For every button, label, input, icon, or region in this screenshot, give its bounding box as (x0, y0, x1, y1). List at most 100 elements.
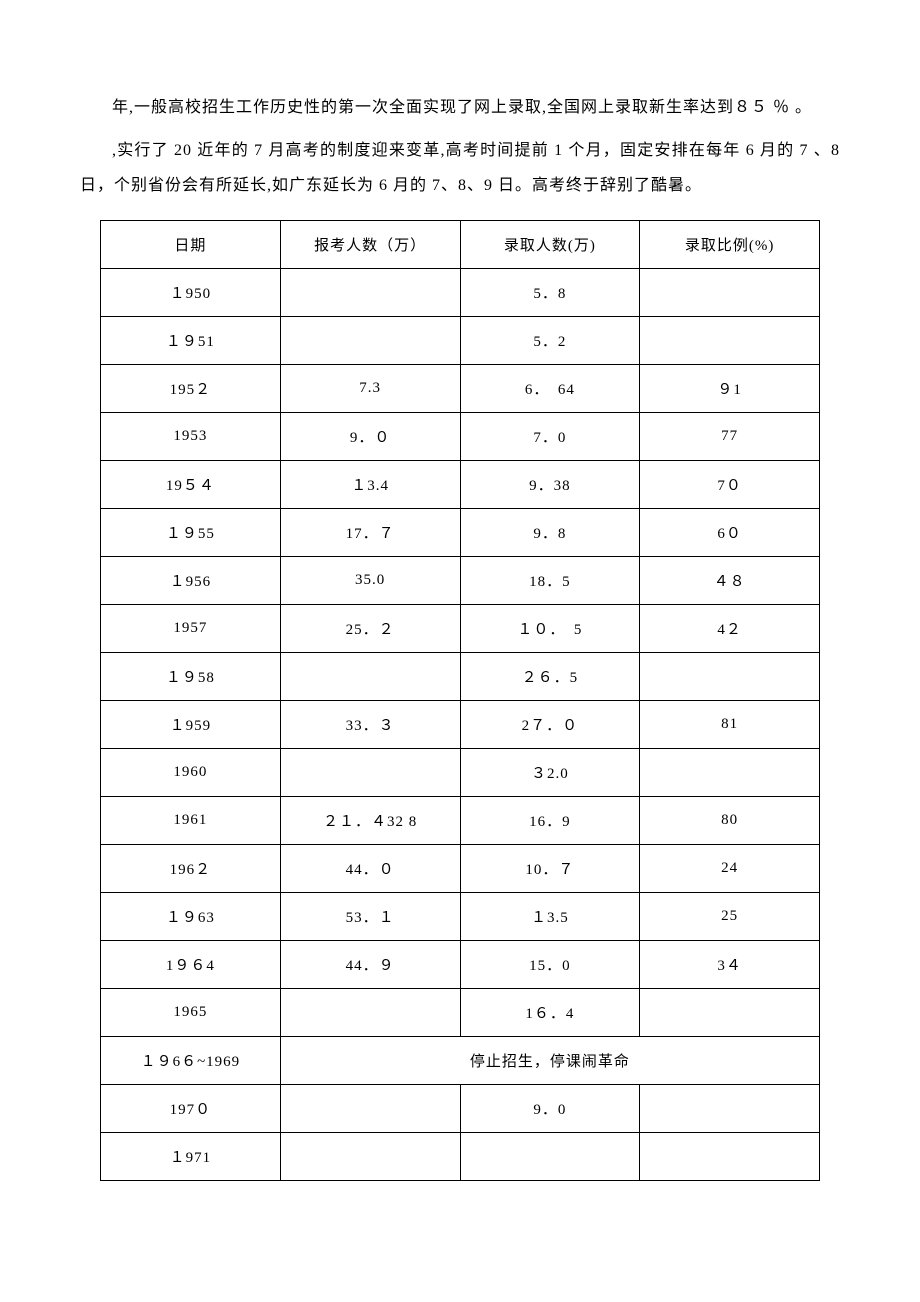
cell-date: 1957 (101, 604, 281, 652)
table-row: 196２44．０10．７24 (101, 844, 820, 892)
cell-date: 1953 (101, 412, 281, 460)
cell-admitted: 5．2 (460, 316, 640, 364)
cell-date: １９55 (101, 508, 281, 556)
cell-date: １９51 (101, 316, 281, 364)
table-row: １９51 5．2 (101, 316, 820, 364)
cell-ratio (640, 748, 820, 796)
cell-date: 1９６4 (101, 940, 281, 988)
cell-date: 195２ (101, 364, 281, 412)
cell-admitted: 2７．０ (460, 700, 640, 748)
table-row: １９5517．７9．86０ (101, 508, 820, 556)
cell-admitted: 10．７ (460, 844, 640, 892)
cell-ratio (640, 988, 820, 1036)
cell-admitted: 16．9 (460, 796, 640, 844)
cell-date: 1965 (101, 988, 281, 1036)
cell-date: 197０ (101, 1084, 281, 1132)
cell-admitted: 1６．4 (460, 988, 640, 1036)
table-row: １９6353．１１3.525 (101, 892, 820, 940)
cell-applicants: 17．７ (280, 508, 460, 556)
cell-admitted: １０． 5 (460, 604, 640, 652)
cell-date: １950 (101, 268, 281, 316)
table-row: 19539．０7．077 (101, 412, 820, 460)
cell-ratio (640, 1084, 820, 1132)
cell-ratio: 24 (640, 844, 820, 892)
table-row: １971 (101, 1132, 820, 1180)
cell-admitted (460, 1132, 640, 1180)
document-paragraph-2: ,实行了 20 近年的 7 月高考的制度迎来变革,高考时间提前 1 个月，固定安… (80, 133, 840, 203)
cell-applicants (280, 1084, 460, 1132)
cell-date: １９58 (101, 652, 281, 700)
cell-date: １959 (101, 700, 281, 748)
table-row: １95635.018．5４８ (101, 556, 820, 604)
cell-applicants: １3.4 (280, 460, 460, 508)
cell-ratio: 80 (640, 796, 820, 844)
cell-admitted: 15．0 (460, 940, 640, 988)
admission-data-table: 日期 报考人数（万） 录取人数(万) 录取比例(%) １950 5．8 １９51 5．… (100, 220, 820, 1181)
cell-ratio: 25 (640, 892, 820, 940)
cell-applicants: 53．１ (280, 892, 460, 940)
cell-applicants (280, 748, 460, 796)
cell-date: 1961 (101, 796, 281, 844)
cell-admitted: 18．5 (460, 556, 640, 604)
header-ratio: 录取比例(%) (640, 220, 820, 268)
cell-ratio: ９1 (640, 364, 820, 412)
header-applicants: 报考人数（万） (280, 220, 460, 268)
table-row: １９58 ２６．5 (101, 652, 820, 700)
cell-applicants: 44．９ (280, 940, 460, 988)
cell-applicants (280, 652, 460, 700)
cell-applicants (280, 316, 460, 364)
document-paragraph-1: 年,一般高校招生工作历史性的第一次全面实现了网上录取,全国网上录取新生率达到８５… (80, 90, 840, 125)
cell-applicants: 44．０ (280, 844, 460, 892)
table-row: 1965 1６．4 (101, 988, 820, 1036)
table-row: 195725．２１０． 54２ (101, 604, 820, 652)
cell-applicants: 7.3 (280, 364, 460, 412)
cell-applicants: ２１．４32 8 (280, 796, 460, 844)
table-row: １95933．３2７．０81 (101, 700, 820, 748)
cell-admitted: 7．0 (460, 412, 640, 460)
cell-date: １956 (101, 556, 281, 604)
cell-admitted: 6． 64 (460, 364, 640, 412)
cell-ratio (640, 316, 820, 364)
table-header-row: 日期 报考人数（万） 录取人数(万) 录取比例(%) (101, 220, 820, 268)
cell-ratio: 4２ (640, 604, 820, 652)
table-body: １9505．8１９515．2195２7.36． 64９119539．０7．077… (101, 268, 820, 1180)
cell-merged: 停止招生，停课闹革命 (280, 1036, 819, 1084)
cell-admitted: 9．8 (460, 508, 640, 556)
cell-date: １９6６~1969 (101, 1036, 281, 1084)
cell-admitted: 5．8 (460, 268, 640, 316)
cell-applicants: 33．３ (280, 700, 460, 748)
cell-date: １９63 (101, 892, 281, 940)
cell-ratio (640, 1132, 820, 1180)
table-row: １９6６~1969停止招生，停课闹革命 (101, 1036, 820, 1084)
cell-admitted: 9．0 (460, 1084, 640, 1132)
header-admitted: 录取人数(万) (460, 220, 640, 268)
cell-applicants (280, 268, 460, 316)
header-date: 日期 (101, 220, 281, 268)
cell-applicants: 25．２ (280, 604, 460, 652)
table-row: 1９６444．９15．03４ (101, 940, 820, 988)
cell-ratio: 3４ (640, 940, 820, 988)
table-row: 197０ 9．0 (101, 1084, 820, 1132)
cell-ratio: ４８ (640, 556, 820, 604)
table-row: 19５４１3.49．387０ (101, 460, 820, 508)
table-row: 1961２１．４32 816．980 (101, 796, 820, 844)
cell-ratio (640, 268, 820, 316)
table-row: 1960 ３2.0 (101, 748, 820, 796)
cell-date: 1960 (101, 748, 281, 796)
table-row: 195２7.36． 64９1 (101, 364, 820, 412)
cell-ratio: 7０ (640, 460, 820, 508)
cell-ratio: 81 (640, 700, 820, 748)
cell-ratio: 6０ (640, 508, 820, 556)
cell-date: 19５４ (101, 460, 281, 508)
cell-date: １971 (101, 1132, 281, 1180)
cell-date: 196２ (101, 844, 281, 892)
cell-applicants (280, 988, 460, 1036)
cell-admitted: 9．38 (460, 460, 640, 508)
cell-ratio: 77 (640, 412, 820, 460)
cell-ratio (640, 652, 820, 700)
cell-admitted: ３2.0 (460, 748, 640, 796)
cell-applicants: 9．０ (280, 412, 460, 460)
cell-applicants: 35.0 (280, 556, 460, 604)
cell-admitted: ２６．5 (460, 652, 640, 700)
cell-admitted: １3.5 (460, 892, 640, 940)
